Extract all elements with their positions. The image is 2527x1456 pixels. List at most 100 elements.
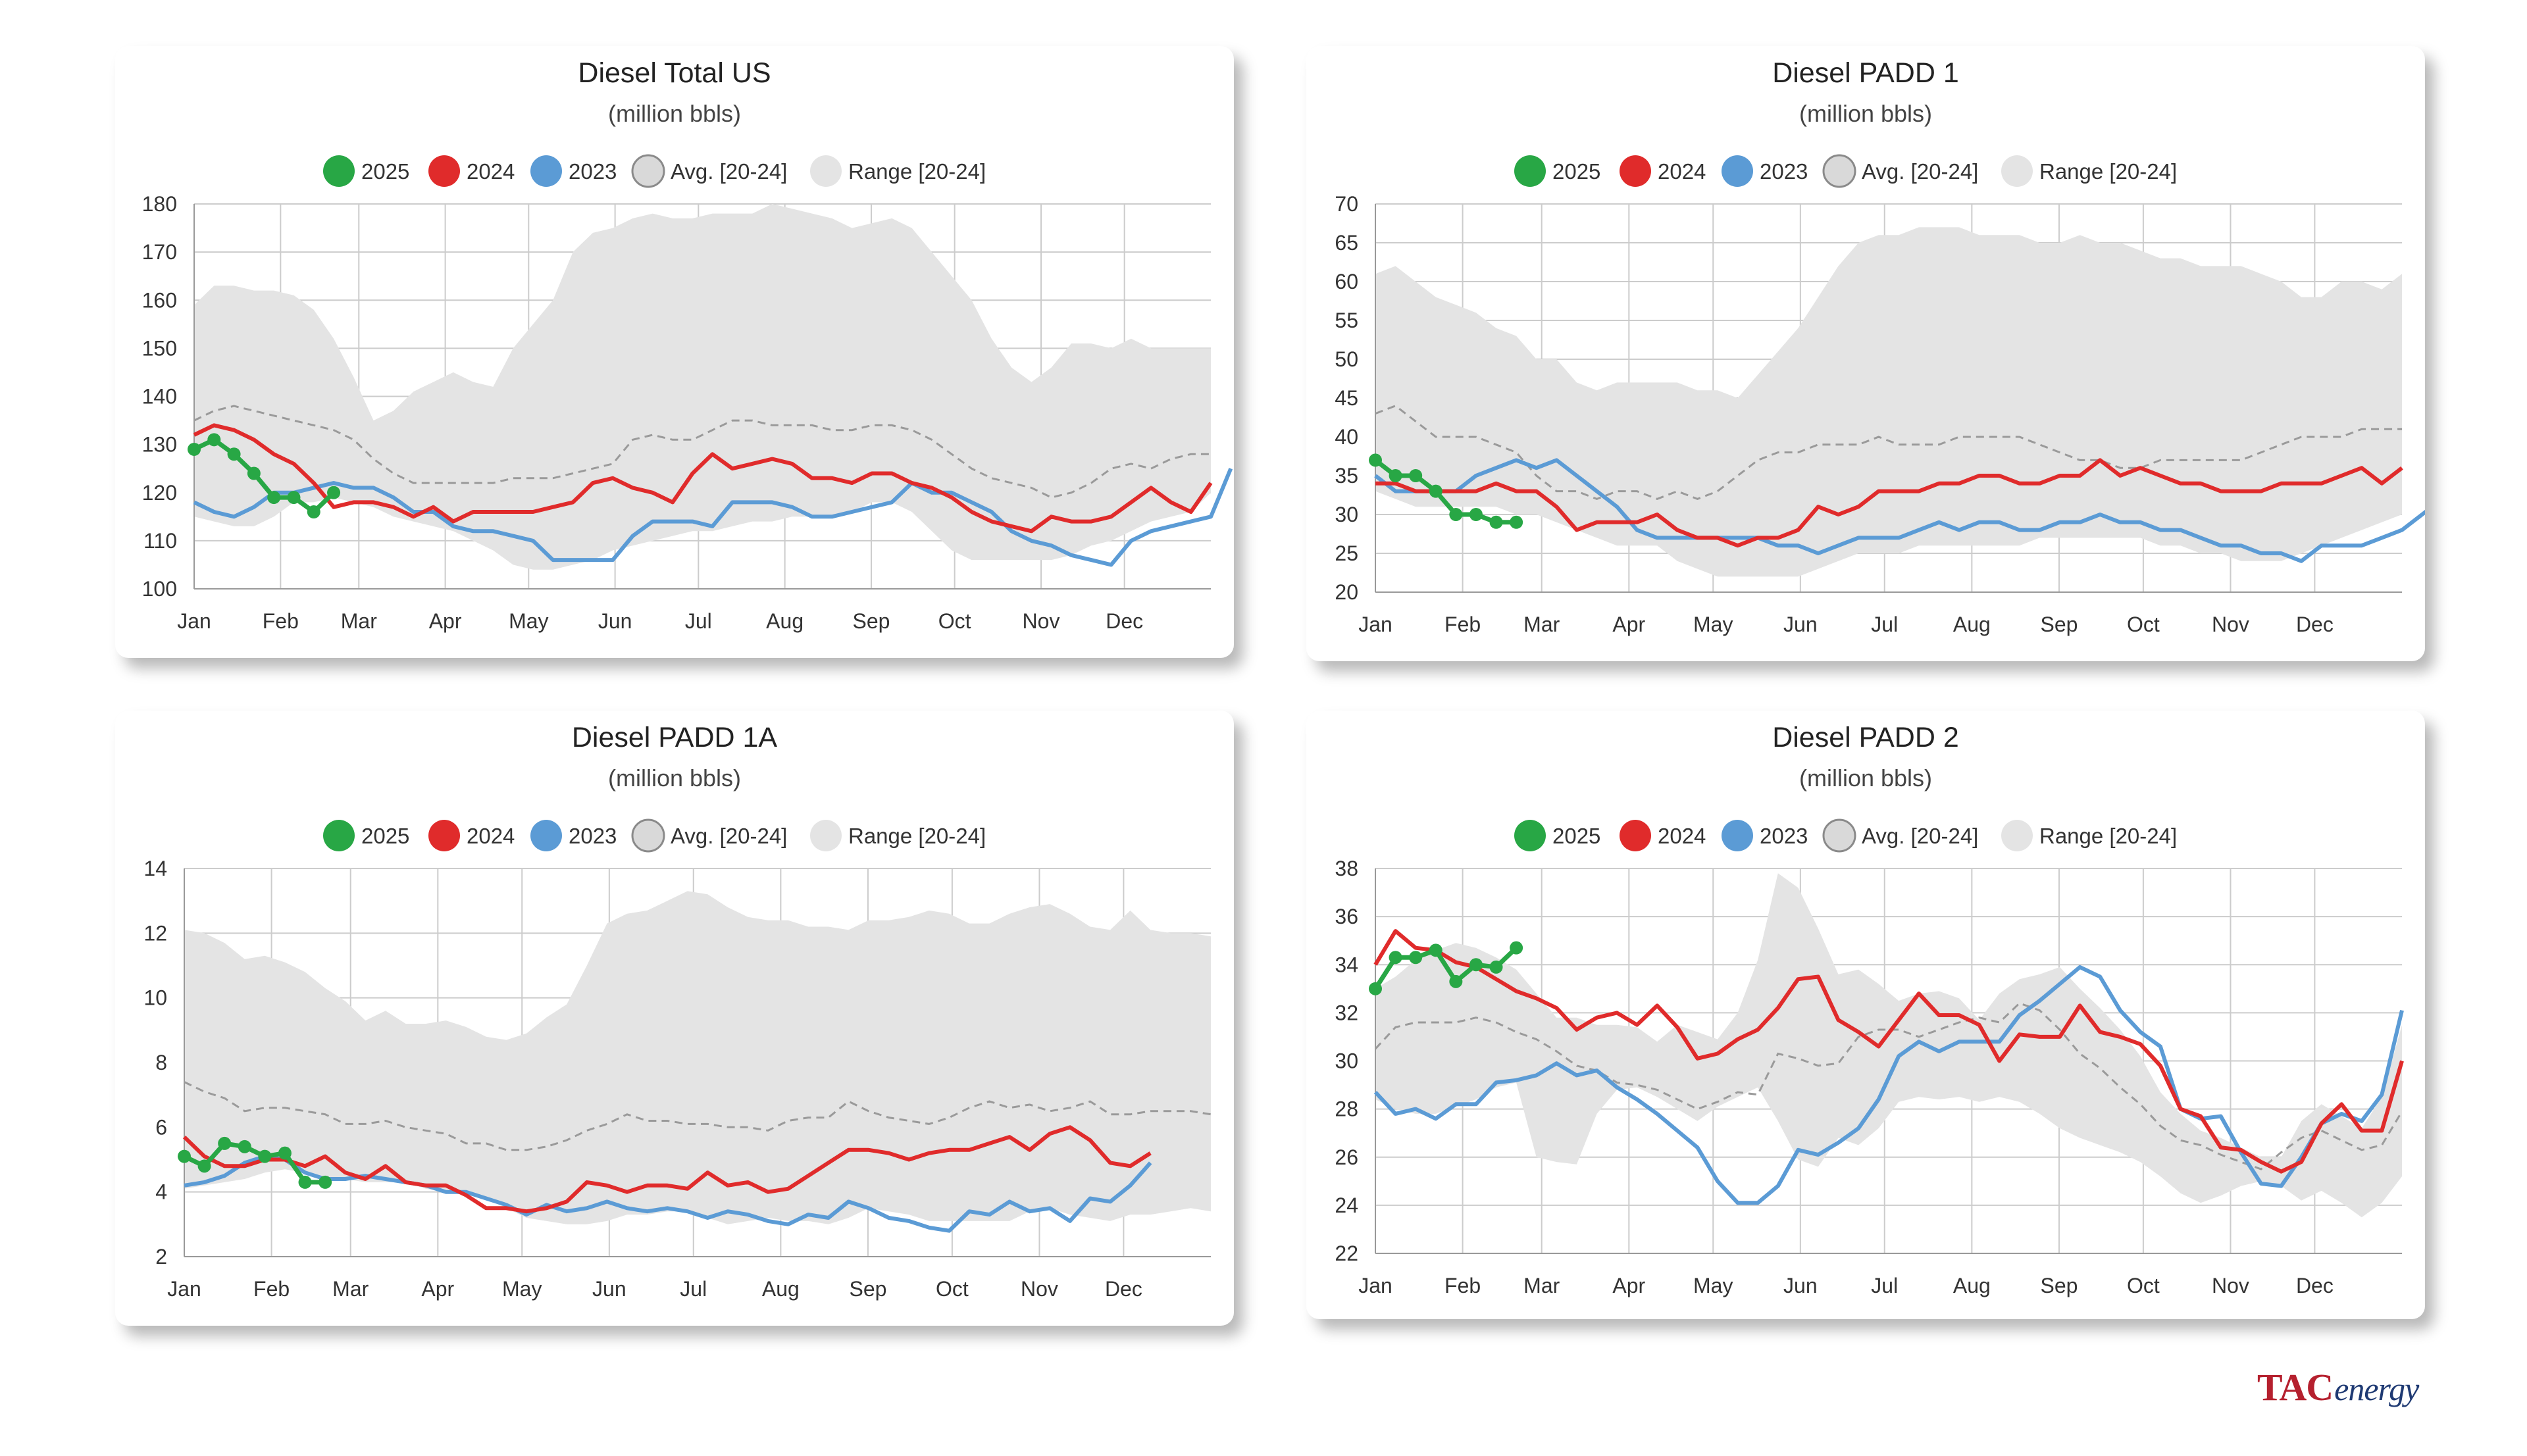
x-tick-label: Aug xyxy=(1953,613,1991,636)
brand-tac: TAC xyxy=(2257,1366,2334,1409)
y-tick-label: 32 xyxy=(1335,1001,1358,1024)
range-band xyxy=(1375,227,2402,577)
x-tick-label: Jan xyxy=(177,609,211,633)
series-point-2025 xyxy=(319,1175,332,1189)
x-tick-label: Jun xyxy=(592,1277,626,1301)
range-band xyxy=(194,204,1211,570)
x-tick-label: Apr xyxy=(1612,613,1645,636)
y-tick-label: 150 xyxy=(142,336,177,360)
x-tick-label: Nov xyxy=(2212,1274,2249,1297)
series-point-2025 xyxy=(238,1140,251,1153)
legend-marker-avg xyxy=(631,818,665,853)
x-tick-label: Jan xyxy=(167,1277,201,1301)
brand-energy: energy xyxy=(2334,1370,2419,1407)
series-point-2025 xyxy=(207,433,221,447)
series-point-2025 xyxy=(298,1175,312,1189)
legend-label-s2025: 2025 xyxy=(361,159,409,184)
legend-label-s2025: 2025 xyxy=(1552,159,1600,184)
legend-label-range: Range [20-24] xyxy=(2039,824,2177,848)
y-tick-label: 22 xyxy=(1335,1242,1358,1265)
legend-marker-s2024 xyxy=(1620,155,1651,187)
y-tick-label: 120 xyxy=(142,481,177,505)
x-tick-label: May xyxy=(1693,1274,1733,1297)
chart-title: Diesel Total US xyxy=(578,57,771,89)
x-tick-label: Sep xyxy=(2040,1274,2078,1297)
series-point-2025 xyxy=(227,447,241,461)
chart-subtitle: (million bbls) xyxy=(1799,765,1932,791)
y-tick-label: 110 xyxy=(143,529,177,553)
legend-marker-s2024 xyxy=(428,155,460,187)
legend-marker-s2023 xyxy=(1722,155,1753,187)
x-tick-label: May xyxy=(509,609,548,633)
legend-label-s2025: 2025 xyxy=(361,824,409,848)
series-point-2025 xyxy=(1489,960,1503,974)
legend-label-range: Range [20-24] xyxy=(848,824,986,848)
series-line-2024 xyxy=(182,1125,1152,1214)
series-point-2025 xyxy=(1449,508,1463,521)
legend-marker-s2024 xyxy=(428,820,460,851)
legend-label-avg: Avg. [20-24] xyxy=(1862,824,1978,848)
x-tick-label: Oct xyxy=(2127,613,2160,636)
series-line-2023 xyxy=(193,468,1233,567)
y-tick-label: 30 xyxy=(1335,503,1358,526)
x-tick-label: Jan xyxy=(1358,613,1392,636)
series-line-2023 xyxy=(1373,965,2404,1205)
series-point-2025 xyxy=(278,1146,292,1160)
x-tick-label: Aug xyxy=(762,1277,800,1301)
series-line-2023 xyxy=(184,1154,1152,1233)
series-line-2024 xyxy=(1375,458,2403,548)
series-point-2025 xyxy=(327,486,341,499)
x-tick-label: Feb xyxy=(1444,1274,1481,1297)
avg-line xyxy=(1375,405,2402,501)
legend-label-range: Range [20-24] xyxy=(2039,159,2177,184)
x-tick-label: Jan xyxy=(1358,1274,1392,1297)
legend-marker-range xyxy=(2001,820,2033,851)
x-tick-label: Feb xyxy=(253,1277,290,1301)
series-line-2024 xyxy=(1373,929,2404,1174)
y-tick-label: 50 xyxy=(1335,347,1358,371)
y-tick-label: 40 xyxy=(1335,425,1358,449)
series-point-2025 xyxy=(307,505,320,518)
x-tick-label: Apr xyxy=(429,609,462,633)
range-band xyxy=(1375,873,2402,1218)
y-tick-label: 2 xyxy=(155,1245,167,1268)
legend-marker-avg xyxy=(631,154,665,188)
range-band xyxy=(184,891,1211,1224)
x-tick-label: Apr xyxy=(1612,1274,1645,1297)
series-point-2025 xyxy=(1409,469,1423,482)
x-tick-label: Nov xyxy=(1023,609,1060,633)
legend-marker-range xyxy=(2001,155,2033,187)
y-tick-label: 38 xyxy=(1335,857,1358,880)
series-point-2025 xyxy=(178,1149,191,1163)
x-tick-label: Jun xyxy=(1783,1274,1818,1297)
series-point-2025 xyxy=(1429,943,1442,957)
legend-marker-s2023 xyxy=(530,155,562,187)
y-tick-label: 10 xyxy=(143,986,167,1010)
chart-card-padd2: Diesel PADD 2 (million bbls) 2025 2024 2023 A… xyxy=(1306,711,2425,1319)
series-line-2023 xyxy=(1374,458,2425,563)
x-tick-label: May xyxy=(1693,613,1733,636)
y-tick-label: 65 xyxy=(1335,231,1358,255)
series-point-2025 xyxy=(1369,453,1382,467)
x-tick-label: Dec xyxy=(2296,1274,2334,1297)
series-point-2025 xyxy=(1510,941,1523,955)
y-tick-label: 70 xyxy=(1335,192,1358,216)
legend-label-s2024: 2024 xyxy=(467,824,515,848)
x-tick-label: Oct xyxy=(2127,1274,2160,1297)
series-point-2025 xyxy=(1369,982,1382,995)
series-point-2025 xyxy=(258,1149,272,1163)
x-tick-label: May xyxy=(502,1277,542,1301)
series-point-2025 xyxy=(218,1136,232,1150)
x-tick-label: Feb xyxy=(1444,613,1481,636)
y-tick-label: 30 xyxy=(1335,1049,1358,1073)
legend-label-avg: Avg. [20-24] xyxy=(671,159,787,184)
legend-marker-s2025 xyxy=(323,155,355,187)
y-tick-label: 45 xyxy=(1335,386,1358,410)
chart-subtitle: (million bbls) xyxy=(1799,100,1932,127)
chart-card-padd1: Diesel PADD 1 (million bbls) 2025 2024 2023 A… xyxy=(1306,46,2425,661)
y-tick-label: 100 xyxy=(142,577,177,601)
series-point-2025 xyxy=(1469,508,1483,521)
legend-label-s2024: 2024 xyxy=(1658,159,1706,184)
avg-line xyxy=(193,405,1211,499)
legend-marker-range xyxy=(810,155,842,187)
